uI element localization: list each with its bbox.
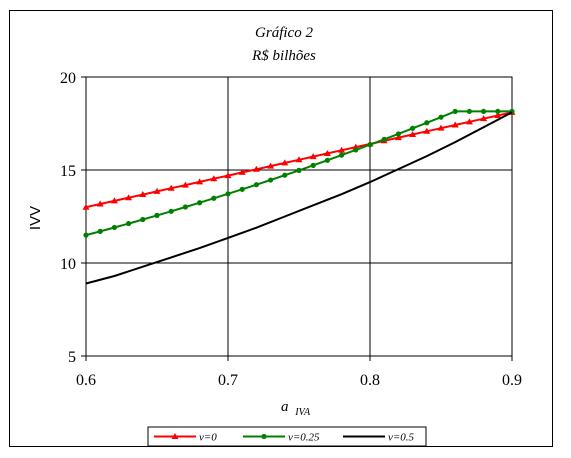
chart-subtitle: R$ bilhões	[251, 48, 316, 64]
data-point	[295, 156, 303, 163]
data-point	[495, 108, 501, 115]
data-point	[268, 177, 274, 183]
data-point	[211, 195, 217, 201]
legend: v=0 v=0.25 v=0.5	[147, 426, 427, 447]
data-point	[140, 216, 146, 223]
data-point	[309, 153, 317, 160]
data-point	[466, 108, 472, 115]
data-point	[225, 191, 231, 197]
data-point	[465, 118, 473, 125]
data-point	[381, 136, 387, 142]
data-point	[324, 157, 330, 163]
data-point	[395, 131, 401, 137]
legend-label: v=0.25	[288, 432, 320, 444]
chart-title: Gráfico 2	[255, 25, 313, 41]
data-point	[281, 159, 289, 166]
data-point	[111, 224, 117, 231]
data-point	[126, 220, 132, 227]
data-point	[253, 182, 259, 188]
data-point	[82, 203, 90, 210]
data-point	[437, 124, 445, 131]
x-axis-label-main: a	[281, 399, 289, 415]
data-point	[423, 127, 431, 134]
data-point	[338, 146, 346, 153]
legend-label: v=0	[199, 432, 217, 444]
data-point	[452, 108, 458, 115]
data-point	[424, 120, 430, 126]
data-point	[409, 130, 417, 137]
data-point	[282, 172, 288, 178]
data-point	[97, 228, 103, 234]
legend-marker	[261, 433, 267, 440]
data-point	[238, 168, 246, 175]
data-point	[168, 208, 174, 214]
legend-box	[147, 426, 427, 447]
data-point	[339, 152, 345, 158]
data-point	[410, 125, 416, 131]
data-point	[96, 200, 104, 207]
x-tick-label: 0.8	[360, 372, 380, 389]
data-point	[494, 112, 502, 119]
legend-label: v=0.5	[388, 432, 415, 444]
data-point	[267, 162, 275, 169]
data-point	[210, 175, 218, 182]
data-point	[125, 194, 133, 201]
x-tick-label: 0.7	[218, 372, 238, 389]
data-point	[167, 184, 175, 191]
data-point	[310, 162, 316, 168]
x-axis-label-sub: IVA	[294, 407, 311, 418]
y-tick-label: 10	[60, 256, 76, 273]
data-point	[296, 167, 302, 173]
x-axis-label: a IVA	[281, 399, 311, 418]
legend-marker	[171, 433, 179, 439]
data-point	[197, 200, 203, 206]
data-point	[481, 108, 487, 115]
data-point	[451, 121, 459, 128]
data-point	[110, 197, 118, 204]
data-point	[83, 232, 89, 238]
data-point	[239, 186, 245, 192]
data-point	[438, 114, 444, 120]
data-point	[153, 187, 161, 194]
y-tick-label: 15	[60, 163, 76, 180]
data-point	[181, 181, 189, 188]
data-point	[196, 178, 204, 185]
plot-area: 0.6 0.7 0.8 0.9 5 10 15 20	[60, 70, 522, 389]
data-point	[154, 212, 160, 218]
x-tick-label: 0.6	[76, 372, 96, 389]
y-tick-label: 20	[60, 70, 76, 87]
x-tick-label: 0.9	[502, 372, 522, 389]
y-axis-label: IVV	[27, 206, 44, 230]
data-point	[367, 142, 373, 148]
data-point	[353, 147, 359, 153]
y-tick-label: 5	[68, 349, 76, 366]
data-point	[139, 191, 147, 198]
data-point	[480, 115, 488, 122]
data-point	[182, 204, 188, 210]
data-point	[224, 172, 232, 179]
series-line-2	[85, 111, 513, 285]
data-point	[394, 134, 402, 141]
data-point	[252, 165, 260, 172]
data-point	[323, 149, 331, 156]
